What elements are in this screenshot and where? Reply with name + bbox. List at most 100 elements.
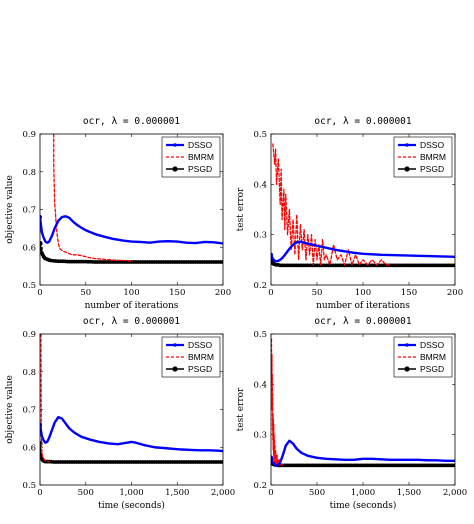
y-tick-label: 0.9	[22, 130, 36, 140]
series-line-psgd	[40, 442, 223, 463]
legend-label-psgd: PSGD	[420, 164, 444, 174]
legend-label-bmrm: BMRM	[188, 352, 214, 362]
legend-marker-dsso	[173, 343, 177, 347]
y-tick-label: 0.8	[22, 168, 36, 178]
legend-label-psgd: PSGD	[188, 164, 212, 174]
x-tick-label: 50	[312, 288, 323, 298]
x-tick-label: 100	[355, 288, 371, 298]
axes-frame	[39, 133, 224, 286]
y-tick-label: 0.2	[253, 481, 267, 491]
series-line-dsso	[40, 415, 223, 453]
y-tick-label: 0.7	[22, 206, 36, 216]
y-tick-label: 0.8	[22, 368, 36, 378]
legend: DSSO BMRM PSGD	[161, 336, 221, 378]
legend-label-dsso: DSSO	[188, 140, 212, 150]
x-tick-label: 150	[401, 288, 417, 298]
chart-panel-3: ocr, λ = 0.000001 time (seconds) objective…	[5, 316, 235, 511]
legend-label-bmrm: BMRM	[420, 352, 446, 362]
legend-marker-psgd	[404, 166, 410, 172]
y-tick-label: 0.5	[253, 130, 267, 140]
y-tick-label: 0.4	[253, 380, 267, 390]
legend-marker-psgd	[404, 366, 410, 372]
axes-frame	[39, 333, 224, 486]
y-axis-label: test error	[236, 187, 246, 231]
y-tick-label: 0.2	[253, 281, 267, 291]
series-line-bmrm	[272, 143, 392, 266]
y-tick-label: 0.7	[22, 406, 36, 416]
x-axis-label: number of iterations	[85, 301, 179, 311]
chart-panel-4: ocr, λ = 0.000001 time (seconds) test erro…	[236, 316, 467, 511]
x-tick-label: 200	[447, 288, 463, 298]
x-tick-label: 150	[169, 288, 185, 298]
axes-frame	[270, 333, 456, 486]
series-line-bmrm	[271, 338, 284, 466]
x-axis-label: time (seconds)	[330, 500, 397, 511]
x-tick-label: 500	[309, 488, 325, 498]
legend-label-psgd: PSGD	[188, 364, 212, 374]
x-tick-label: 0	[268, 488, 273, 498]
legend-marker-dsso	[173, 143, 177, 147]
x-tick-label: 1,500	[397, 488, 421, 498]
chart-title: ocr, λ = 0.000001	[314, 116, 412, 127]
series-line-dsso	[271, 240, 455, 263]
legend-label-dsso: DSSO	[420, 340, 444, 350]
legend-marker-dsso	[405, 143, 409, 147]
chart-panel-1: ocr, λ = 0.000001 number of iterations obj…	[5, 116, 231, 311]
psgd-marker	[221, 460, 223, 464]
y-axis-label: objective value	[5, 375, 15, 444]
x-tick-label: 0	[37, 288, 42, 298]
dsso-marker	[40, 422, 42, 427]
dsso-marker	[40, 215, 42, 220]
dsso-marker	[271, 455, 273, 460]
y-tick-label: 0.5	[22, 281, 36, 291]
axes-frame	[270, 133, 456, 286]
x-tick-label: 2,000	[443, 488, 467, 498]
x-tick-label: 1,000	[119, 488, 143, 498]
legend-label-psgd: PSGD	[420, 364, 444, 374]
x-tick-label: 500	[78, 488, 94, 498]
y-tick-label: 0.6	[22, 243, 36, 253]
y-tick-label: 0.4	[253, 180, 267, 190]
dsso-marker	[271, 252, 273, 257]
series-line-psgd	[40, 242, 223, 263]
series-line-dsso	[40, 215, 223, 245]
legend-label-bmrm: BMRM	[420, 152, 446, 162]
chart-panel-2: ocr, λ = 0.000001 number of iterations tes…	[236, 116, 463, 311]
psgd-marker	[40, 240, 43, 247]
plot-area	[40, 134, 223, 264]
x-axis-label: time (seconds)	[98, 500, 165, 511]
y-tick-label: 0.9	[22, 330, 36, 340]
legend-marker-dsso	[405, 343, 409, 347]
legend-marker-psgd	[172, 166, 178, 172]
plot-area	[271, 338, 455, 468]
chart-title: ocr, λ = 0.000001	[314, 316, 412, 327]
y-axis-label: test error	[236, 387, 246, 431]
chart-title: ocr, λ = 0.000001	[83, 116, 181, 127]
legend: DSSO BMRM PSGD	[393, 336, 453, 378]
y-axis-label: objective value	[5, 175, 15, 244]
legend-label-bmrm: BMRM	[188, 152, 214, 162]
psgd-marker	[453, 263, 455, 268]
plot-area	[271, 143, 455, 268]
x-tick-label: 100	[123, 288, 139, 298]
x-axis-label: number of iterations	[316, 301, 410, 311]
y-tick-label: 0.5	[22, 481, 36, 491]
x-tick-label: 1,000	[351, 488, 375, 498]
y-tick-label: 0.3	[253, 231, 267, 241]
psgd-marker	[221, 260, 223, 264]
x-tick-label: 50	[80, 288, 91, 298]
psgd-marker	[453, 463, 455, 468]
chart-title: ocr, λ = 0.000001	[83, 316, 181, 327]
psgd-marker	[40, 247, 43, 252]
y-tick-label: 0.5	[253, 330, 267, 340]
x-tick-label: 0	[37, 488, 42, 498]
plot-area	[40, 334, 223, 464]
legend-marker-psgd	[172, 366, 178, 372]
x-tick-label: 200	[215, 288, 231, 298]
series-line-bmrm	[53, 134, 133, 262]
x-tick-label: 1,500	[165, 488, 189, 498]
x-tick-label: 0	[268, 288, 273, 298]
y-tick-label: 0.3	[253, 431, 267, 441]
legend-label-dsso: DSSO	[188, 340, 212, 350]
